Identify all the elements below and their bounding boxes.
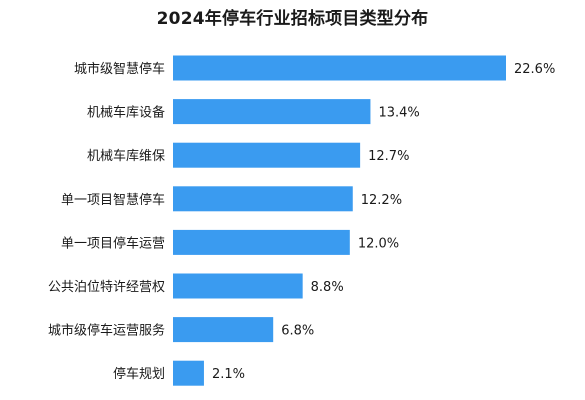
category-label: 城市级智慧停车 — [74, 61, 165, 77]
bar — [173, 229, 350, 255]
value-label: 6.8% — [281, 324, 314, 339]
category-label: 停车规划 — [113, 366, 165, 382]
category-label: 单一项目停车运营 — [61, 235, 165, 251]
value-label: 12.7% — [368, 149, 409, 164]
category-label: 单一项目智慧停车 — [61, 192, 165, 208]
value-label: 22.6% — [514, 62, 555, 77]
category-label: 机械车库维保 — [87, 148, 165, 164]
value-label: 12.2% — [361, 193, 402, 208]
category-label: 城市级停车运营服务 — [48, 323, 165, 339]
chart-title: 2024年停车行业招标项目类型分布 — [156, 9, 429, 29]
category-label: 机械车库设备 — [87, 105, 165, 121]
value-label: 13.4% — [378, 106, 419, 121]
bar — [173, 273, 303, 299]
bar — [173, 55, 506, 81]
value-label: 8.8% — [311, 280, 344, 295]
bar — [173, 317, 274, 343]
category-label: 公共泊位特许经营权 — [48, 279, 165, 295]
bar — [173, 186, 353, 212]
bar — [173, 142, 361, 168]
value-label: 2.1% — [212, 367, 245, 382]
bar — [173, 99, 371, 125]
bar — [173, 360, 204, 386]
value-label: 12.0% — [358, 236, 399, 251]
